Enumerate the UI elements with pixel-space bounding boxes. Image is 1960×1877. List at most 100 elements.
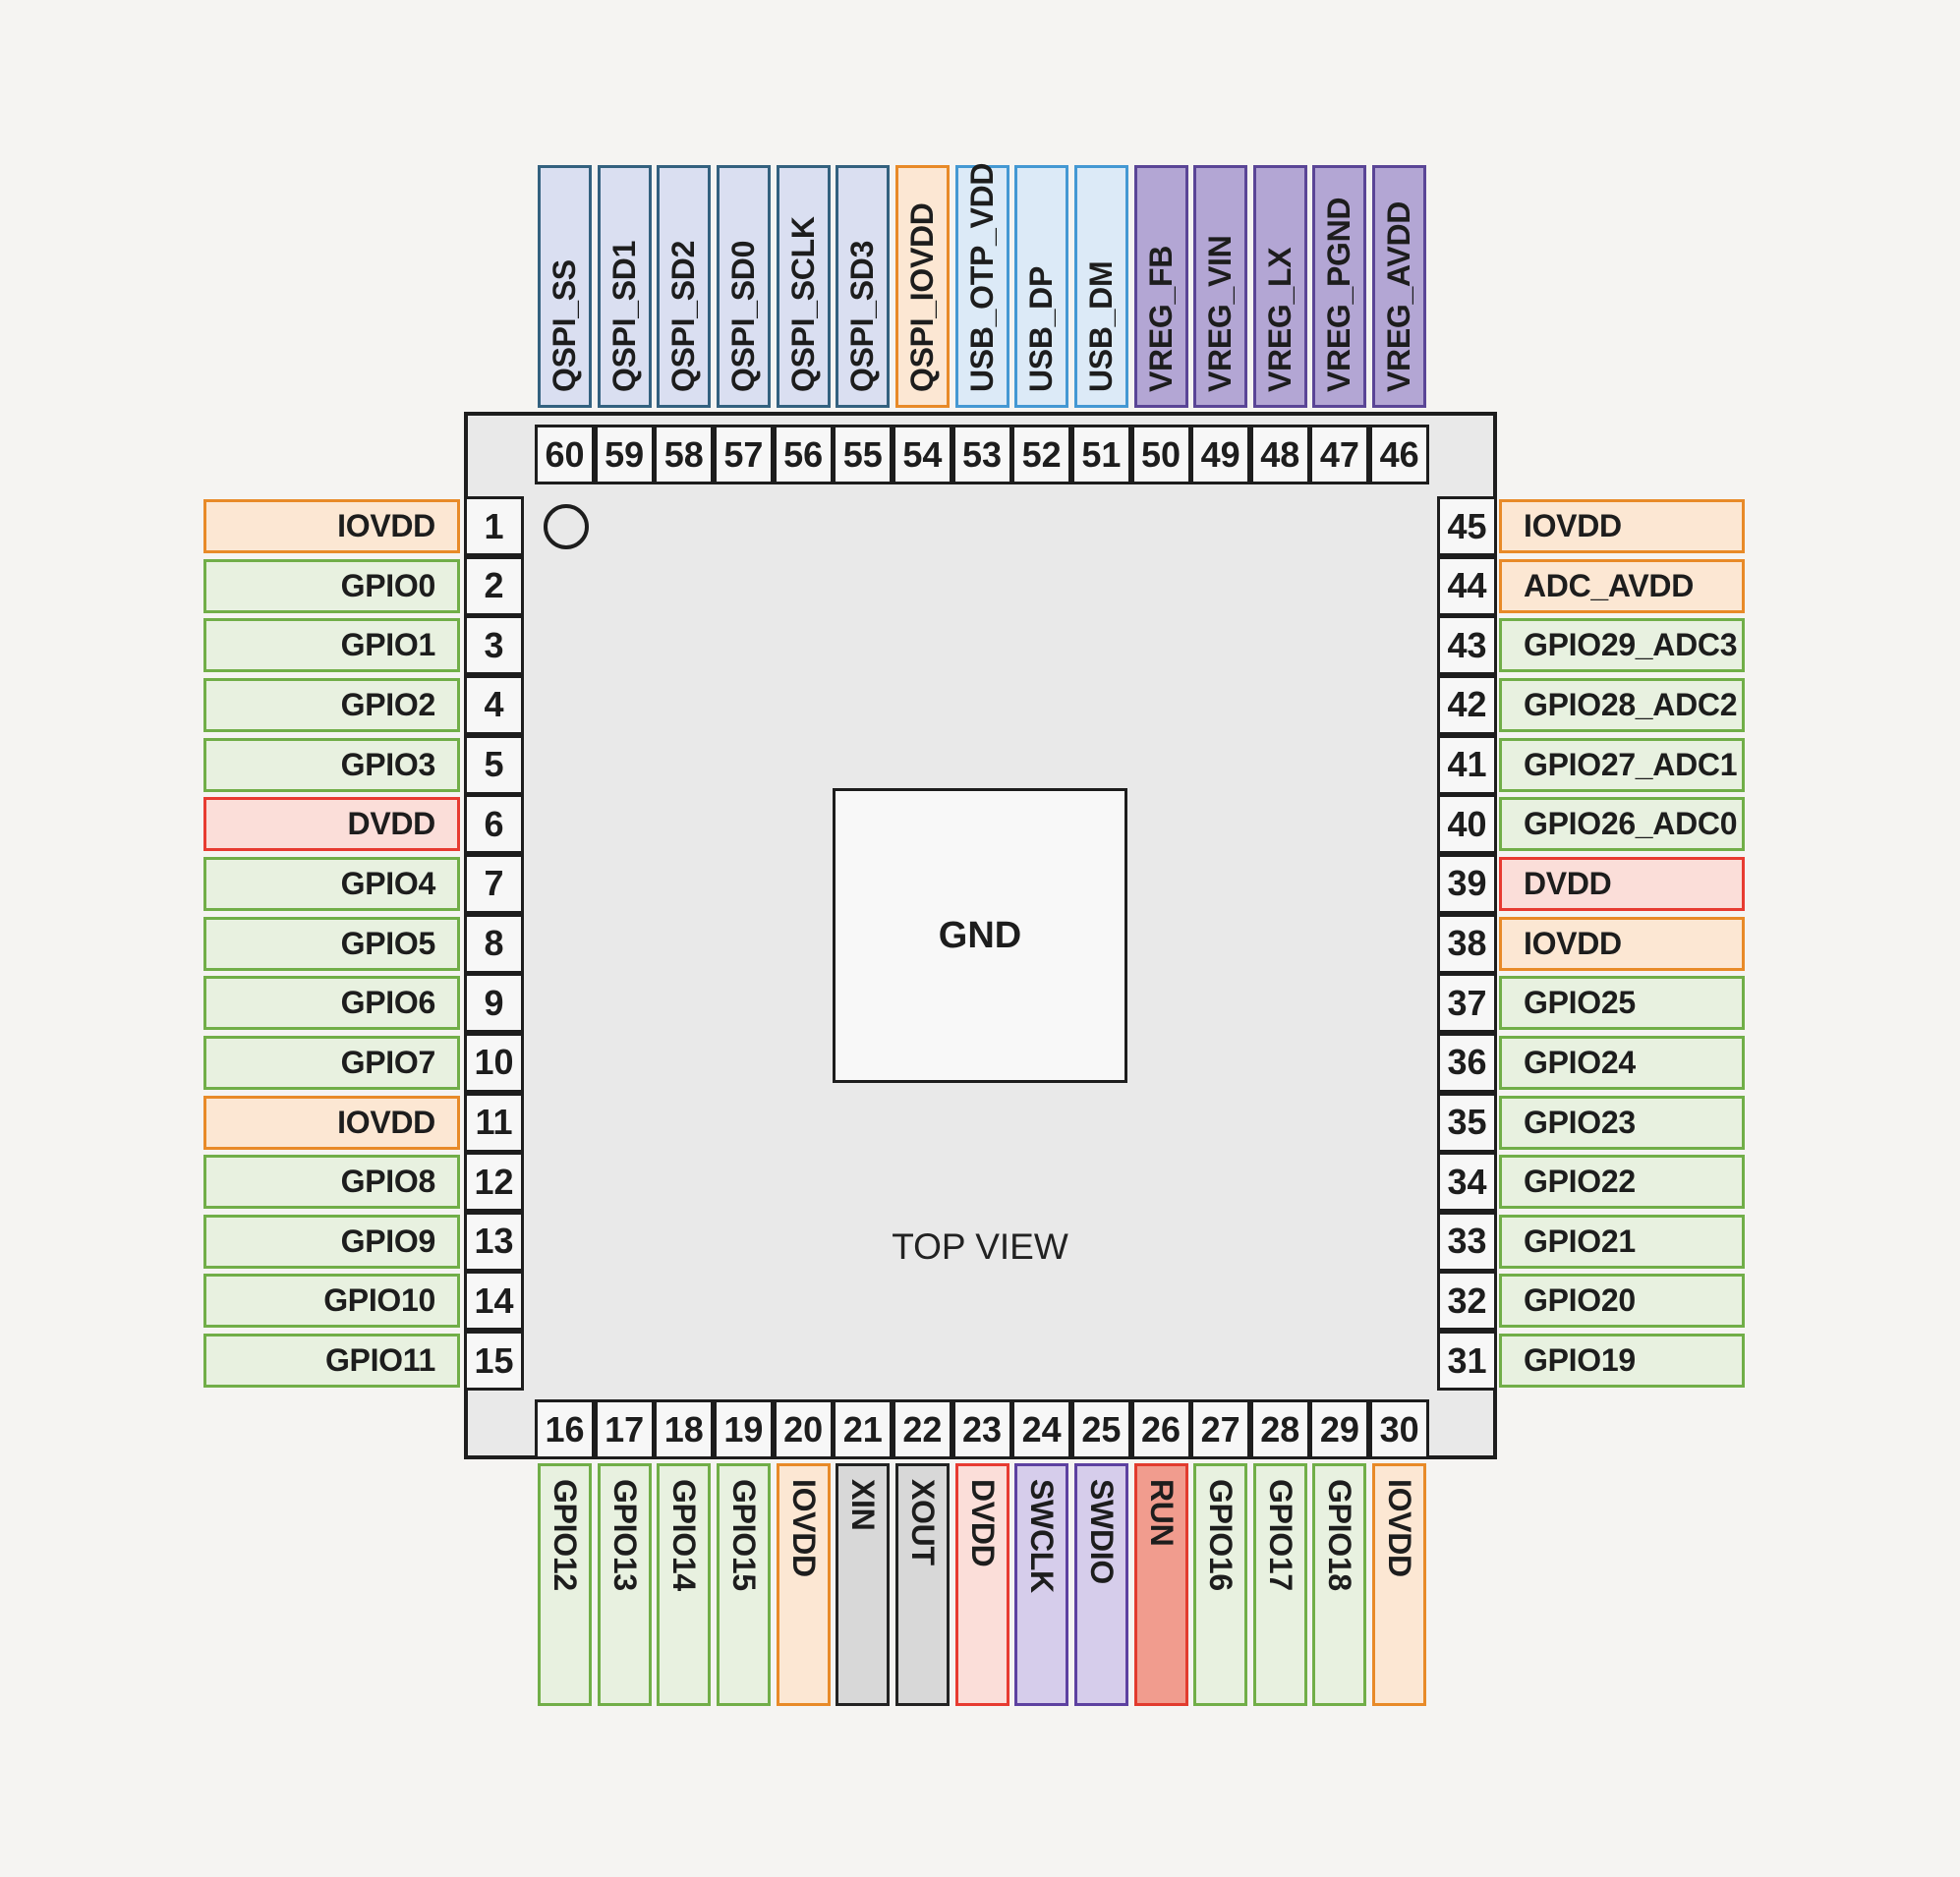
pin-label-box-60 — [538, 165, 592, 408]
pin-label-box-57 — [716, 165, 771, 408]
pin-label-56: QSPI_SCLK — [784, 216, 821, 392]
pin-label-37: GPIO25 — [1499, 976, 1745, 1031]
pin-number-23: 23 — [951, 1399, 1012, 1459]
pin-number-11: 11 — [464, 1092, 524, 1153]
pin-label-box-17 — [597, 1463, 652, 1706]
pin-number-20: 20 — [773, 1399, 834, 1459]
pin-number-48: 48 — [1249, 425, 1310, 484]
pin-label-box-47 — [1312, 165, 1367, 408]
pin-number-49: 49 — [1190, 425, 1251, 484]
pin-number-28: 28 — [1249, 1399, 1310, 1459]
pin-label-41: GPIO27_ADC1 — [1499, 737, 1745, 792]
pin-number-9: 9 — [464, 973, 524, 1034]
pin-label-box-25 — [1073, 1463, 1128, 1706]
pin-number-13: 13 — [464, 1211, 524, 1272]
pin-number-17: 17 — [594, 1399, 655, 1459]
pin-label-box-30 — [1372, 1463, 1427, 1706]
pin-number-51: 51 — [1070, 425, 1131, 484]
pin-number-43: 43 — [1437, 615, 1497, 676]
pin-label-box-22 — [894, 1463, 950, 1706]
pin-label-box-23 — [954, 1463, 1009, 1706]
pin-label-32: GPIO20 — [1499, 1274, 1745, 1329]
pin-number-10: 10 — [464, 1032, 524, 1093]
pin1-indicator-circle — [544, 504, 589, 549]
pin-number-29: 29 — [1309, 1399, 1370, 1459]
pin-number-57: 57 — [713, 425, 774, 484]
pin-number-37: 37 — [1437, 973, 1497, 1034]
pin-label-box-52 — [1014, 165, 1069, 408]
pin-label-14: GPIO10 — [203, 1274, 460, 1329]
pin-number-33: 33 — [1437, 1211, 1497, 1272]
pin-number-56: 56 — [773, 425, 834, 484]
pin-number-30: 30 — [1369, 1399, 1430, 1459]
pin-label-15: GPIO11 — [203, 1334, 460, 1389]
pin-number-8: 8 — [464, 913, 524, 974]
pin-label-7: GPIO4 — [203, 856, 460, 911]
pin-label-3: GPIO1 — [203, 618, 460, 673]
pin-label-box-53 — [954, 165, 1009, 408]
pin-label-34: GPIO22 — [1499, 1155, 1745, 1210]
pin-label-box-21 — [836, 1463, 891, 1706]
pin-label-52: USB_DP — [1023, 265, 1060, 392]
pin-number-38: 38 — [1437, 913, 1497, 974]
pin-label-29: GPIO18 — [1322, 1479, 1358, 1591]
pin-label-49: VREG_VIN — [1202, 235, 1239, 392]
pin-label-1: IOVDD — [203, 499, 460, 553]
pin-label-26: RUN — [1143, 1479, 1180, 1547]
pin-number-5: 5 — [464, 734, 524, 795]
pin-label-27: GPIO16 — [1203, 1479, 1239, 1591]
pin-label-60: QSPI_SS — [547, 259, 582, 392]
pin-label-box-19 — [716, 1463, 771, 1706]
pin-label-12: GPIO8 — [203, 1155, 460, 1210]
top-view-label: TOP VIEW — [892, 1226, 1068, 1267]
pin-label-28: GPIO17 — [1262, 1479, 1298, 1591]
pin-number-40: 40 — [1437, 794, 1497, 855]
pin-number-1: 1 — [464, 496, 524, 556]
pin-label-box-27 — [1193, 1463, 1248, 1706]
pin-number-52: 52 — [1011, 425, 1072, 484]
pin-label-40: GPIO26_ADC0 — [1499, 797, 1745, 852]
pin-label-box-24 — [1014, 1463, 1069, 1706]
pin-label-58: QSPI_SD2 — [665, 240, 702, 392]
pin-label-box-54 — [894, 165, 950, 408]
pin-label-box-48 — [1252, 165, 1307, 408]
pin-number-46: 46 — [1369, 425, 1430, 484]
pin-label-8: GPIO5 — [203, 916, 460, 971]
pin-label-46: VREG_AVDD — [1381, 200, 1417, 392]
pin-label-47: VREG_PGND — [1321, 197, 1357, 392]
pin-label-box-29 — [1312, 1463, 1367, 1706]
pin-number-7: 7 — [464, 853, 524, 914]
pin-label-39: DVDD — [1499, 856, 1745, 911]
pin-number-21: 21 — [833, 1399, 894, 1459]
pin-label-9: GPIO6 — [203, 976, 460, 1031]
pin-number-45: 45 — [1437, 496, 1497, 556]
pin-label-box-51 — [1073, 165, 1128, 408]
pin-label-box-50 — [1133, 165, 1188, 408]
pin-number-41: 41 — [1437, 734, 1497, 795]
pin-label-4: GPIO2 — [203, 677, 460, 732]
pin-label-box-58 — [657, 165, 712, 408]
pin-label-30: IOVDD — [1382, 1479, 1418, 1577]
pin-label-24: SWCLK — [1024, 1479, 1061, 1593]
pin-number-34: 34 — [1437, 1152, 1497, 1213]
pin-number-25: 25 — [1070, 1399, 1131, 1459]
pin-number-35: 35 — [1437, 1092, 1497, 1153]
pin-number-55: 55 — [833, 425, 894, 484]
pin-label-2: GPIO0 — [203, 558, 460, 613]
pin-number-14: 14 — [464, 1271, 524, 1332]
pin-label-53: USB_OTP_VDD — [963, 162, 1000, 392]
pin-label-36: GPIO24 — [1499, 1035, 1745, 1090]
pin-label-box-55 — [836, 165, 891, 408]
pin-number-60: 60 — [535, 425, 595, 484]
pin-number-53: 53 — [951, 425, 1012, 484]
gnd-pad: GND — [833, 788, 1127, 1083]
pin-label-21: XIN — [845, 1479, 882, 1531]
pin-label-44: ADC_AVDD — [1499, 558, 1745, 613]
pin-label-10: GPIO7 — [203, 1035, 460, 1090]
pin-label-box-59 — [597, 165, 652, 408]
pin-label-59: QSPI_SD1 — [605, 240, 642, 392]
pin-number-6: 6 — [464, 794, 524, 855]
pin-label-57: QSPI_SD0 — [724, 240, 761, 392]
pin-label-box-49 — [1193, 165, 1248, 408]
